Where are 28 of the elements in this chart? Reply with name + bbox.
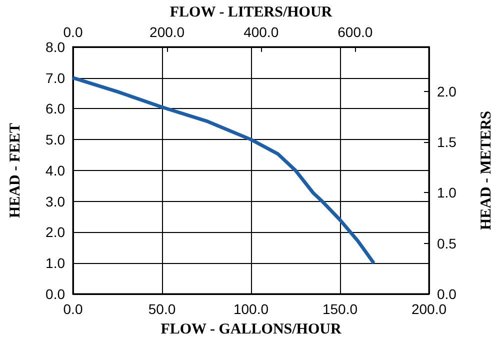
y-tick-label: 1.0	[46, 255, 66, 272]
x2-tick-label: 600.0	[338, 24, 373, 40]
y-tick-label: 6.0	[46, 100, 66, 117]
x-tick-label: 100.0	[233, 301, 269, 317]
y-tick-label: 8.0	[46, 38, 66, 55]
x-tick-label: 0.0	[63, 301, 83, 317]
y-tick-label: 0.0	[46, 286, 66, 302]
x2-tick-label: 0.0	[63, 24, 83, 40]
y2-axis-title: HEAD - METERS	[478, 110, 494, 230]
y-tick-label: 7.0	[46, 70, 66, 86]
y-axis-title: HEAD - FEET	[8, 122, 24, 218]
y-tick-label: 3.0	[46, 193, 66, 210]
y-tick-label: 5.0	[46, 132, 66, 148]
y-tick-label: 2.0	[46, 224, 66, 240]
x-tick-label: 50.0	[148, 301, 176, 317]
x-tick-label: 200.0	[411, 301, 447, 317]
x2-tick-label: 200.0	[150, 24, 185, 40]
y-tick-label: 4.0	[46, 162, 66, 178]
x-tick-label: 150.0	[322, 301, 358, 317]
line-series	[71, 76, 376, 265]
y2-tick-label: 0.5	[437, 235, 457, 252]
y2-tick-label: 1.0	[437, 184, 457, 201]
x-axis-title: FLOW - GALLONS/HOUR	[160, 322, 342, 338]
y2-tick-label: 0.0	[437, 286, 457, 302]
x2-tick-label: 400.0	[244, 24, 279, 40]
y2-tick-label: 1.5	[437, 134, 457, 150]
x2-axis-title: FLOW - LITERS/HOUR	[170, 4, 332, 20]
y2-tick-label: 2.0	[437, 83, 457, 100]
